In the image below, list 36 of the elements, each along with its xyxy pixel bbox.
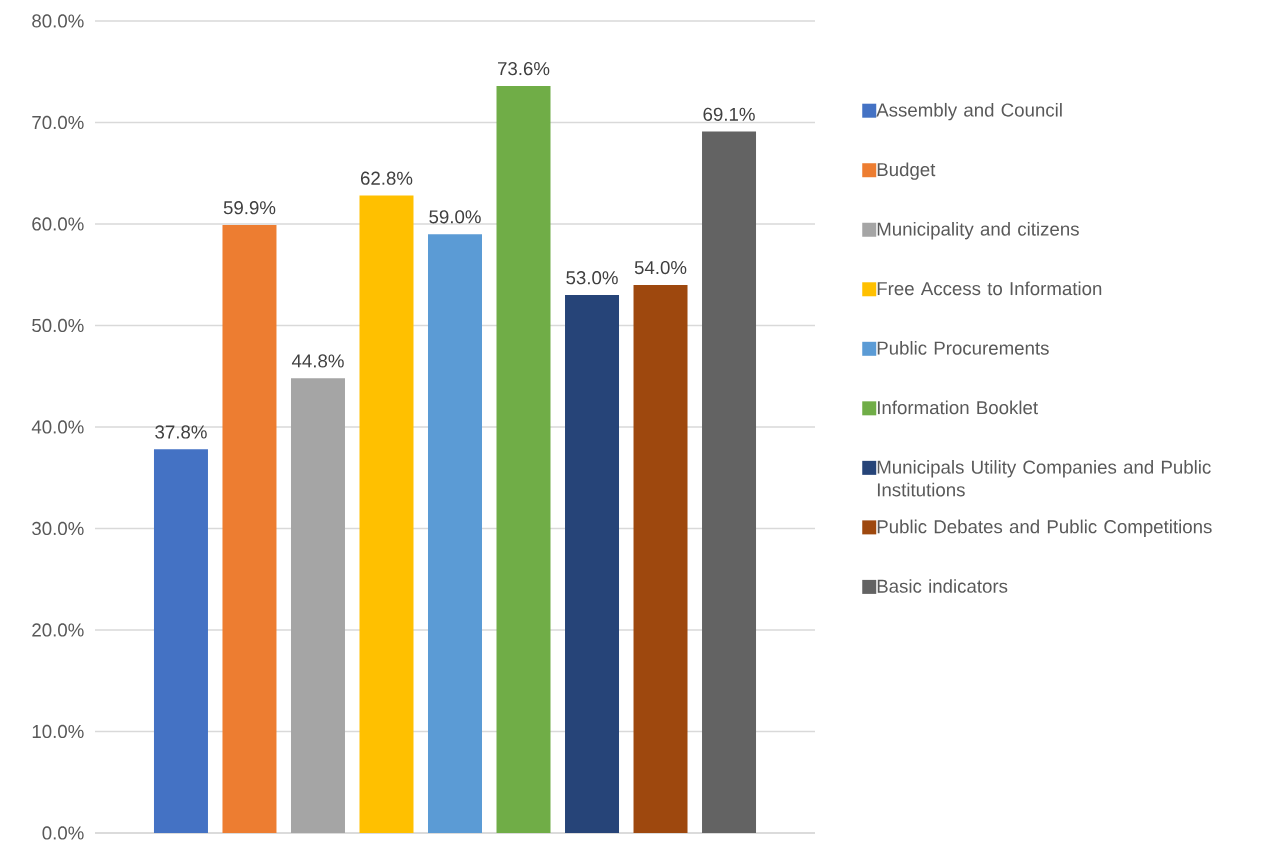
data-label: 37.8%	[155, 425, 207, 439]
legend-label: Public Procurements	[877, 341, 1049, 355]
bar	[633, 284, 688, 833]
legend-label: Free Access to Information	[877, 281, 1102, 296]
data-label: 53.0%	[566, 271, 618, 285]
legend-label: Municipality and citizens	[877, 221, 1079, 240]
data-label: 69.1%	[703, 107, 755, 121]
legend-label: Municipals Utility Companies and Public Institutions	[877, 460, 1211, 497]
bar	[496, 85, 551, 833]
y-tick-label: 30.0%	[32, 521, 84, 536]
data-label: 59.0%	[429, 210, 481, 224]
bar	[565, 295, 620, 833]
data-label: 62.8%	[360, 171, 413, 185]
data-label: 73.6%	[498, 62, 550, 76]
y-tick-label: 70.0%	[32, 115, 84, 130]
y-tick-label: 10.0%	[32, 724, 84, 739]
legend-label: Assembly and Council	[876, 102, 1062, 121]
bar	[222, 225, 277, 833]
y-tick-label: 60.0%	[32, 217, 84, 231]
legend-label: Public Debates and Public Competitions	[877, 519, 1212, 538]
bar	[359, 195, 414, 833]
legend-label: Budget	[877, 162, 936, 180]
y-tick-label: 0.0%	[42, 826, 84, 840]
bar	[428, 234, 482, 833]
bar	[702, 131, 757, 833]
data-label: 54.0%	[634, 260, 687, 275]
data-label: 44.8%	[291, 354, 344, 368]
bar	[153, 449, 208, 833]
y-tick-label: 80.0%	[32, 14, 84, 28]
y-tick-label: 40.0%	[31, 420, 84, 434]
legend-label: Basic indicators	[877, 579, 1008, 593]
legend-label: Information Booklet	[877, 400, 1038, 415]
bar	[290, 378, 345, 833]
y-tick-label: 20.0%	[32, 623, 84, 637]
y-tick-label: 50.0%	[32, 318, 84, 333]
data-label: 59.9%	[223, 201, 276, 215]
